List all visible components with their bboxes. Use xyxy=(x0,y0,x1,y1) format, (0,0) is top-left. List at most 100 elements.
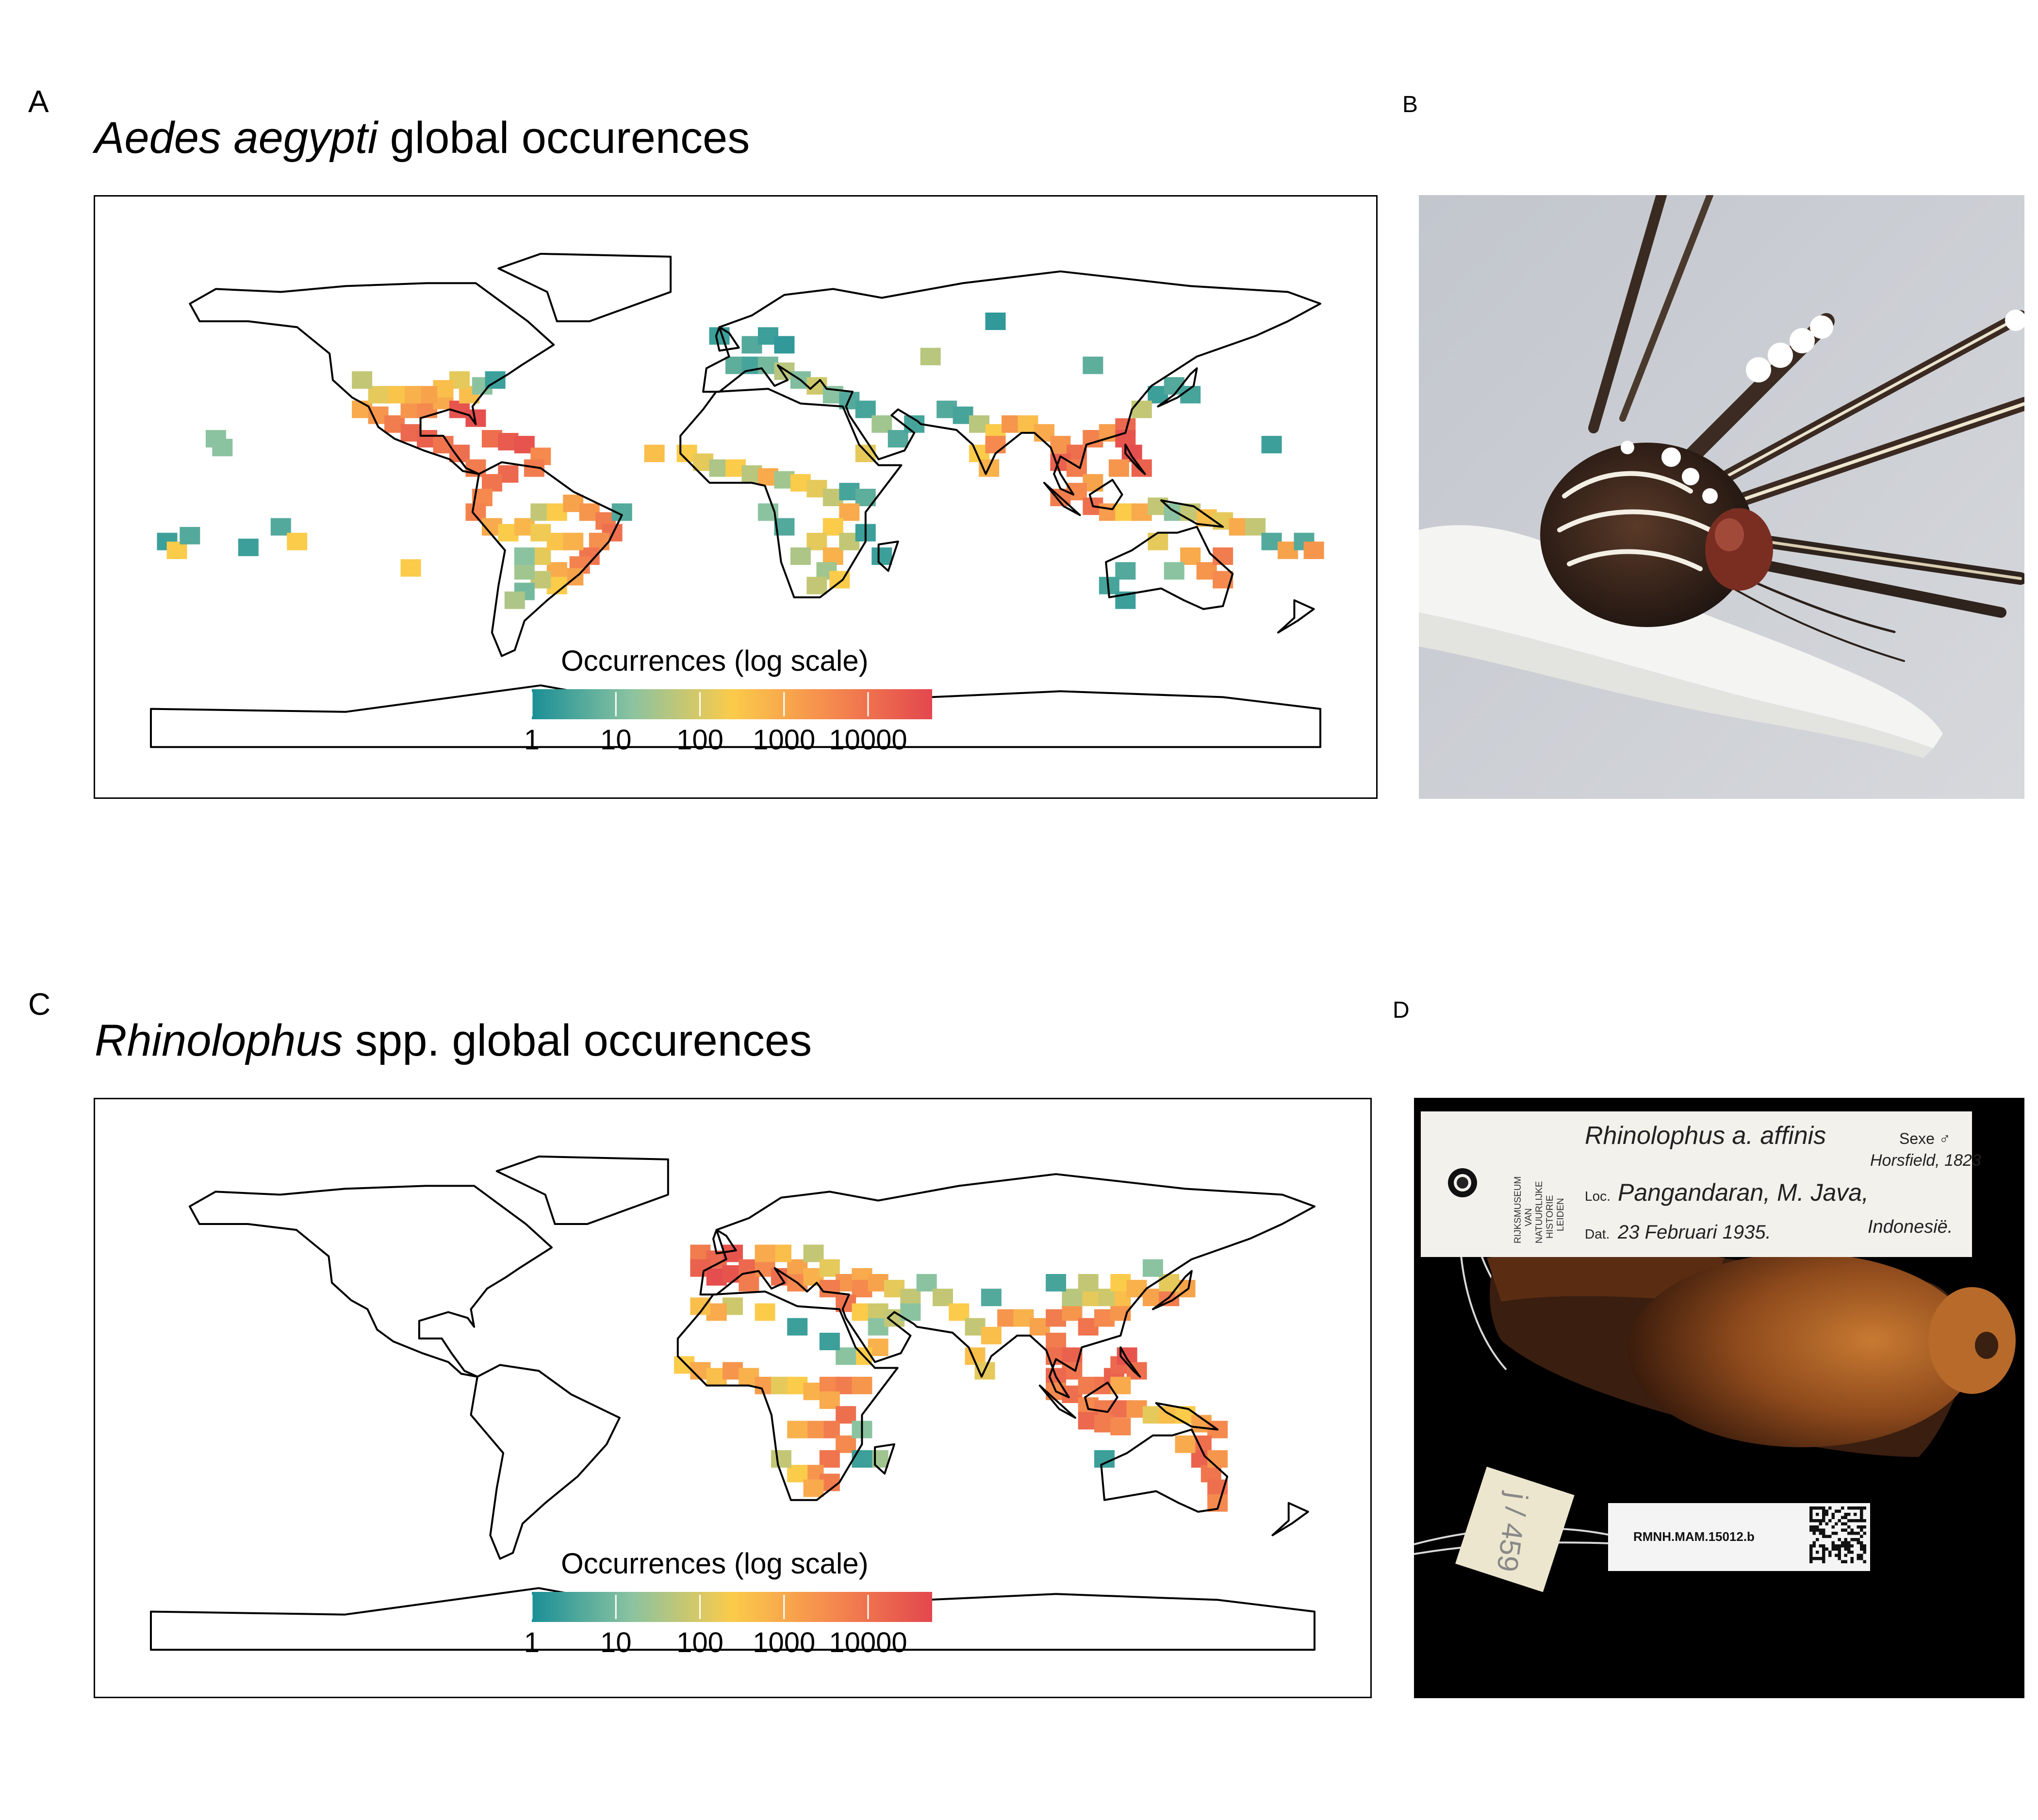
occurrence-cell xyxy=(1148,532,1168,550)
occurrence-cell xyxy=(806,532,827,550)
occurrence-cell xyxy=(836,1406,856,1424)
museum-name-line-2: VAN xyxy=(1524,1208,1534,1226)
occurrence-cell xyxy=(238,538,259,556)
legend-tick-label: 1000 xyxy=(753,724,815,756)
specimen-loc-label: Loc. xyxy=(1585,1189,1611,1204)
occurrence-cell xyxy=(1108,459,1129,477)
occurrence-cell xyxy=(287,532,308,550)
occurrence-cell xyxy=(787,1465,808,1483)
occurrence-cell xyxy=(166,541,187,559)
land-outline xyxy=(874,1443,896,1475)
land-outline xyxy=(715,326,740,352)
occurrence-cell xyxy=(352,371,373,389)
occurrence-cell xyxy=(1207,1450,1228,1468)
legend-colorbar xyxy=(532,1592,932,1622)
legend-tick-label: 1 xyxy=(524,724,540,756)
legend-tick-label: 100 xyxy=(676,724,723,756)
legend-title: Occurrences (log scale) xyxy=(561,1547,869,1580)
occurrence-cell xyxy=(589,532,609,550)
occurrence-cell xyxy=(270,518,291,536)
panel-title-a-species: Aedes aegypti xyxy=(95,113,378,163)
bat-specimen-illustration: RIJKSMUSEUM VAN NATUURLIJKE HISTORIE LEI… xyxy=(1414,1098,2024,1698)
bat-specimen-photo: RIJKSMUSEUM VAN NATUURLIJKE HISTORIE LEI… xyxy=(1414,1098,2024,1698)
legend-title: Occurrences (log scale) xyxy=(561,645,869,677)
land-outline xyxy=(702,270,1321,496)
catalog-number: RMNH.MAM.15012.b xyxy=(1633,1529,1755,1544)
occurrence-cell xyxy=(180,527,200,545)
museum-name-line-1: RIJKSMUSEUM xyxy=(1513,1176,1523,1243)
specimen-author: Horsfield, 1823 xyxy=(1870,1151,1981,1170)
occurrence-cell xyxy=(1164,562,1184,580)
occurrence-cell xyxy=(1303,541,1324,559)
land-outline xyxy=(1124,444,1146,475)
land-outline xyxy=(1151,1270,1193,1310)
panel-label-c: C xyxy=(28,987,51,1022)
occurrence-cell xyxy=(644,445,665,463)
panel-title-c: Rhinolophus spp. global occurences xyxy=(95,1015,812,1066)
legend-tick-label: 1000 xyxy=(753,1627,815,1658)
occurrence-cell xyxy=(888,430,908,447)
coastlines xyxy=(150,1155,1315,1651)
panel-title-a-rest: global occurences xyxy=(378,113,750,163)
land-outline xyxy=(1084,1381,1118,1413)
catalog-tag: RMNH.MAM.15012.b xyxy=(1608,1503,1870,1571)
occurrence-grid xyxy=(157,313,1324,609)
occurrence-cell xyxy=(1062,1289,1083,1307)
occurrence-cell xyxy=(836,1435,856,1453)
occurrence-cell xyxy=(481,474,502,492)
museum-name-line-4: HISTORIE xyxy=(1545,1195,1555,1239)
legend-colorbar xyxy=(532,689,932,719)
occurrence-cell xyxy=(1046,1333,1067,1350)
land-outline xyxy=(497,252,672,322)
occurrence-cell xyxy=(852,1450,872,1468)
land-outline xyxy=(1155,1402,1219,1431)
occurrence-cell xyxy=(932,1289,953,1307)
occurrence-grid xyxy=(674,1244,1228,1512)
panel-title-c-genus: Rhinolophus xyxy=(95,1016,343,1065)
land-outline xyxy=(1160,499,1224,528)
land-outline xyxy=(1157,367,1198,408)
occurrence-cell xyxy=(400,559,421,577)
occurrence-cell xyxy=(819,1280,840,1298)
color-legend: Occurrences (log scale) 1 10 100 1000 10000 xyxy=(524,645,932,756)
land-outline xyxy=(495,1155,669,1225)
qr-code-icon xyxy=(1809,1506,1866,1563)
occurrence-cell xyxy=(981,1289,1002,1307)
land-outline xyxy=(712,1229,737,1255)
museum-name-line-5: LEIDEN xyxy=(1556,1198,1566,1231)
land-outline xyxy=(471,461,623,657)
land-outline xyxy=(188,1185,553,1378)
specimen-country: Indonesië. xyxy=(1868,1217,1953,1237)
museum-name-line-3: NATUURLIJKE xyxy=(1534,1181,1545,1243)
occurrence-cell xyxy=(819,1391,840,1409)
occurrence-cell xyxy=(530,524,551,542)
occurrence-cell xyxy=(916,1274,937,1291)
occurrence-cell xyxy=(985,313,1006,330)
occurrence-cell xyxy=(1175,1435,1196,1453)
occurrence-cell xyxy=(855,400,876,418)
occurrence-cell xyxy=(787,1318,808,1336)
land-outline xyxy=(676,1291,899,1501)
specimen-date-label: Dat. xyxy=(1585,1226,1610,1241)
occurrence-cell xyxy=(839,503,860,521)
occurrence-cell xyxy=(212,439,233,457)
occurrence-cell xyxy=(1094,1450,1115,1468)
occurrence-cell xyxy=(1142,1259,1163,1277)
occurrence-cell xyxy=(1046,1274,1067,1291)
occurrence-cell xyxy=(920,347,941,365)
panel-label-b: B xyxy=(1402,92,1418,117)
occurrence-cell xyxy=(1180,547,1201,565)
occurrence-cell xyxy=(822,518,843,536)
legend-tick-label: 10000 xyxy=(829,724,907,756)
panel-label-d: D xyxy=(1393,997,1410,1023)
occurrence-cell xyxy=(790,547,811,565)
occurrence-cell xyxy=(774,336,795,354)
occurrence-cell xyxy=(985,436,1006,454)
occurrence-cell xyxy=(1245,518,1266,536)
land-outline xyxy=(1105,526,1234,610)
occurrence-cell xyxy=(981,1326,1002,1344)
mosquito-photo xyxy=(1419,195,2024,799)
occurrence-cell xyxy=(368,386,389,404)
occurrence-cell xyxy=(755,1303,775,1321)
occurrence-cell xyxy=(465,503,486,521)
